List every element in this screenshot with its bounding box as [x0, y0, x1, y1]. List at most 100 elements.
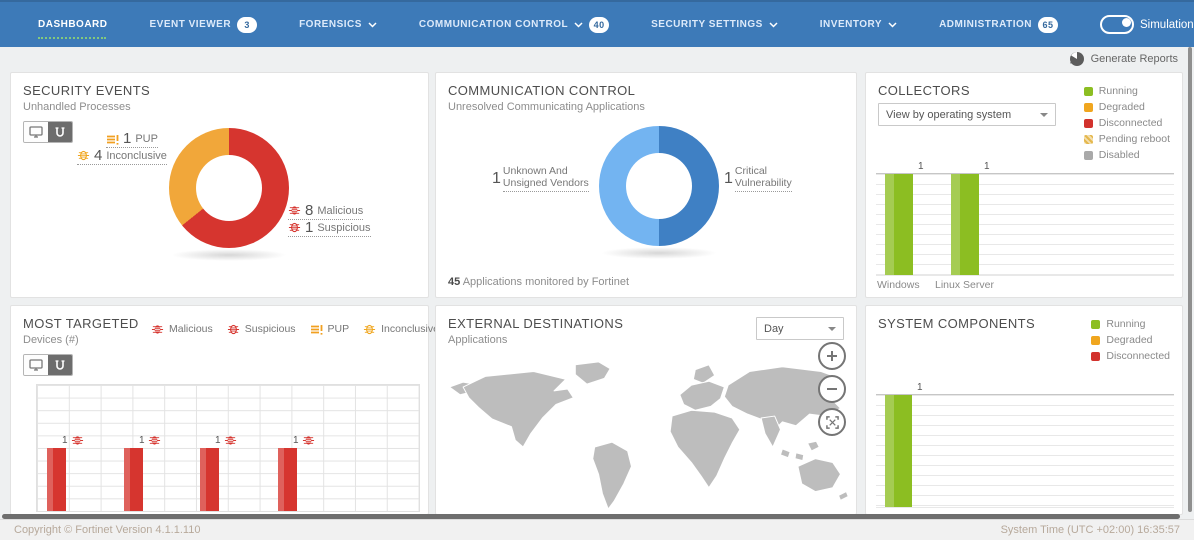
category-label: Linux Server	[935, 279, 994, 291]
communication-control-donut-chart[interactable]	[599, 126, 719, 246]
communication-control-panel: COMMUNICATION CONTROL Unresolved Communi…	[435, 72, 857, 298]
legend-item: Degraded	[1083, 101, 1170, 113]
bar-value: 1	[293, 435, 299, 446]
targeted-bar[interactable]	[278, 448, 297, 511]
nav-forensics-label: FORENSICS	[299, 19, 362, 30]
malicious-bug-icon	[151, 323, 164, 336]
inconclusive-bug-icon	[363, 323, 376, 336]
disabled-swatch	[1083, 150, 1093, 160]
copyright-text: Copyright © Fortinet Version 4.1.1.110	[14, 524, 201, 536]
caret-down-icon	[828, 326, 836, 331]
generate-reports-button[interactable]: Generate Reports	[1069, 51, 1178, 67]
monitor-icon	[29, 359, 43, 371]
targeted-bar[interactable]	[47, 448, 66, 511]
nav-security-settings[interactable]: SECURITY SETTINGS	[651, 2, 778, 47]
category-label: Windows	[877, 279, 920, 291]
legend-item: Disconnected	[1091, 350, 1170, 362]
unknown-vendors-callout[interactable]: 1 Unknown And Unsigned Vendors	[492, 165, 589, 192]
minus-icon	[827, 388, 837, 390]
map-fit-button[interactable]	[818, 408, 846, 436]
pup-count: 1	[123, 130, 132, 147]
bar-value-callout: 1	[215, 434, 237, 447]
chevron-down-icon	[888, 21, 897, 28]
map-zoom-out-button[interactable]	[818, 375, 846, 403]
fortinet-logo[interactable]	[14, 12, 18, 37]
collectors-panel: COLLECTORS View by operating system Runn…	[865, 72, 1183, 298]
malicious-count: 8	[305, 202, 314, 219]
most-targeted-legend: Malicious Suspicious PUP Inconclusive Li…	[151, 317, 498, 341]
nav-dashboard[interactable]: DASHBOARD	[38, 2, 108, 47]
legend-item: PUP	[310, 323, 349, 335]
world-map[interactable]	[441, 358, 849, 508]
simulation-label: Simulation	[1140, 18, 1194, 31]
bar-value: 1	[139, 435, 145, 446]
vertical-scrollbar[interactable]	[1188, 47, 1192, 512]
pup-callout[interactable]: 1 PUP	[106, 130, 158, 148]
bar-value: 1	[215, 435, 221, 446]
event-viewer-count-badge: 3	[237, 16, 258, 33]
panel-subtitle: Unresolved Communicating Applications	[448, 101, 645, 113]
administration-count-badge: 65	[1038, 16, 1058, 33]
malicious-bug-icon	[288, 204, 301, 217]
most-targeted-panel: MOST TARGETED Devices (#) Malicious Susp…	[10, 305, 498, 515]
pup-icon	[106, 134, 119, 145]
device-view-button[interactable]	[24, 122, 48, 142]
horizontal-scrollbar[interactable]	[2, 514, 1180, 519]
targeted-bar[interactable]	[200, 448, 219, 511]
panel-title: COMMUNICATION CONTROL	[448, 83, 636, 98]
collectors-view-select[interactable]: View by operating system	[878, 103, 1056, 126]
legend-item: Running	[1091, 318, 1170, 330]
panel-subtitle: Applications	[448, 334, 508, 346]
bar-linux-server[interactable]	[951, 174, 979, 275]
view-mode-switch	[23, 121, 73, 143]
communication-control-count-badge: 40	[589, 16, 610, 33]
unknown-vendors-line1: Unknown And	[502, 165, 568, 177]
nav-forensics[interactable]: FORENSICS	[299, 2, 377, 47]
legend-item: Inconclusive	[363, 323, 439, 336]
process-icon	[54, 126, 66, 138]
simulation-toggle[interactable]	[1100, 15, 1134, 34]
panel-title: EXTERNAL DESTINATIONS	[448, 316, 624, 331]
process-icon	[54, 359, 66, 371]
suspicious-callout[interactable]: 1 Suspicious	[288, 220, 371, 237]
bar-value-callout: 1	[293, 434, 315, 447]
legend-item: Running	[1083, 85, 1170, 97]
bar-windows[interactable]	[885, 174, 913, 275]
critical-vulnerability-callout[interactable]: 1 Critical Vulnerability	[724, 165, 792, 192]
inconclusive-bug-icon	[77, 149, 90, 162]
disconnected-swatch	[1091, 351, 1101, 361]
process-view-button[interactable]	[48, 122, 72, 142]
nav-communication-control-label: COMMUNICATION CONTROL	[418, 19, 569, 30]
pending-reboot-swatch	[1083, 134, 1093, 144]
status-bar: Copyright © Fortinet Version 4.1.1.110 S…	[0, 519, 1194, 540]
top-nav-bar: DASHBOARD EVENT VIEWER 3 FORENSICS COMMU…	[0, 0, 1194, 47]
system-components-legend: Running Degraded Disconnected	[1091, 318, 1170, 362]
inconclusive-callout[interactable]: 4 Inconclusive	[77, 147, 167, 165]
inconclusive-count: 4	[94, 147, 103, 164]
time-range-select[interactable]: Day	[756, 317, 844, 340]
security-events-donut-chart[interactable]	[169, 128, 289, 248]
device-view-button[interactable]	[24, 355, 48, 375]
bar-value: 1	[62, 435, 68, 446]
bar-value-callout: 1	[139, 434, 161, 447]
donut-shadow	[171, 249, 287, 261]
nav-administration[interactable]: ADMINISTRATION 65	[939, 2, 1058, 47]
suspicious-bug-icon	[288, 221, 301, 234]
legend-item: Disabled	[1083, 149, 1170, 161]
view-mode-switch	[23, 354, 73, 376]
bar-value: 1	[984, 161, 990, 172]
map-zoom-in-button[interactable]	[818, 342, 846, 370]
unknown-vendors-line2: Unsigned Vendors	[502, 177, 589, 189]
bar-system-component[interactable]	[885, 395, 912, 507]
applications-monitored-note: 45 Applications monitored by Fortinet	[448, 276, 629, 288]
applications-monitored-text: Applications monitored by Fortinet	[462, 276, 630, 288]
nav-inventory[interactable]: INVENTORY	[820, 2, 897, 47]
bar-value: 1	[917, 382, 923, 393]
process-view-button[interactable]	[48, 355, 72, 375]
nav-event-viewer[interactable]: EVENT VIEWER 3	[150, 2, 258, 47]
targeted-bar[interactable]	[124, 448, 143, 511]
nav-communication-control[interactable]: COMMUNICATION CONTROL 40	[418, 2, 610, 47]
malicious-callout[interactable]: 8 Malicious	[288, 202, 364, 220]
disconnected-swatch	[1083, 118, 1093, 128]
external-destinations-panel: EXTERNAL DESTINATIONS Applications Day	[435, 305, 857, 515]
